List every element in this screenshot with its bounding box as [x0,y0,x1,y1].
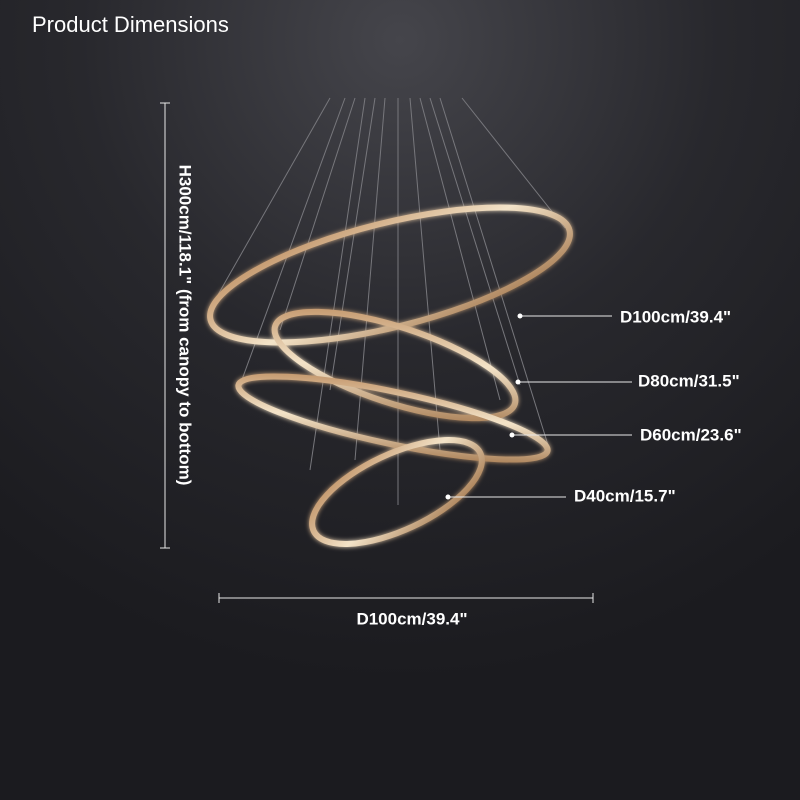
ring-label: D40cm/15.7" [574,486,676,505]
width-label: D100cm/39.4" [356,609,467,628]
ring-label: D80cm/31.5" [638,371,740,390]
width-dimension: D100cm/39.4" [218,593,594,628]
ring-callouts: D100cm/39.4" D80cm/31.5" D60cm/23.6" D40… [445,307,742,505]
ring [309,437,485,547]
ring [271,308,519,422]
height-label: H300cm/118.1" (from canopy to bottom) [176,165,195,486]
ring-label: D100cm/39.4" [620,307,731,326]
ring [235,373,551,463]
height-dimension: H300cm/118.1" (from canopy to bottom) [160,102,195,549]
title: Product Dimensions [32,12,229,37]
rings [207,204,573,547]
wires [214,97,566,505]
ring-label: D60cm/23.6" [640,425,742,444]
